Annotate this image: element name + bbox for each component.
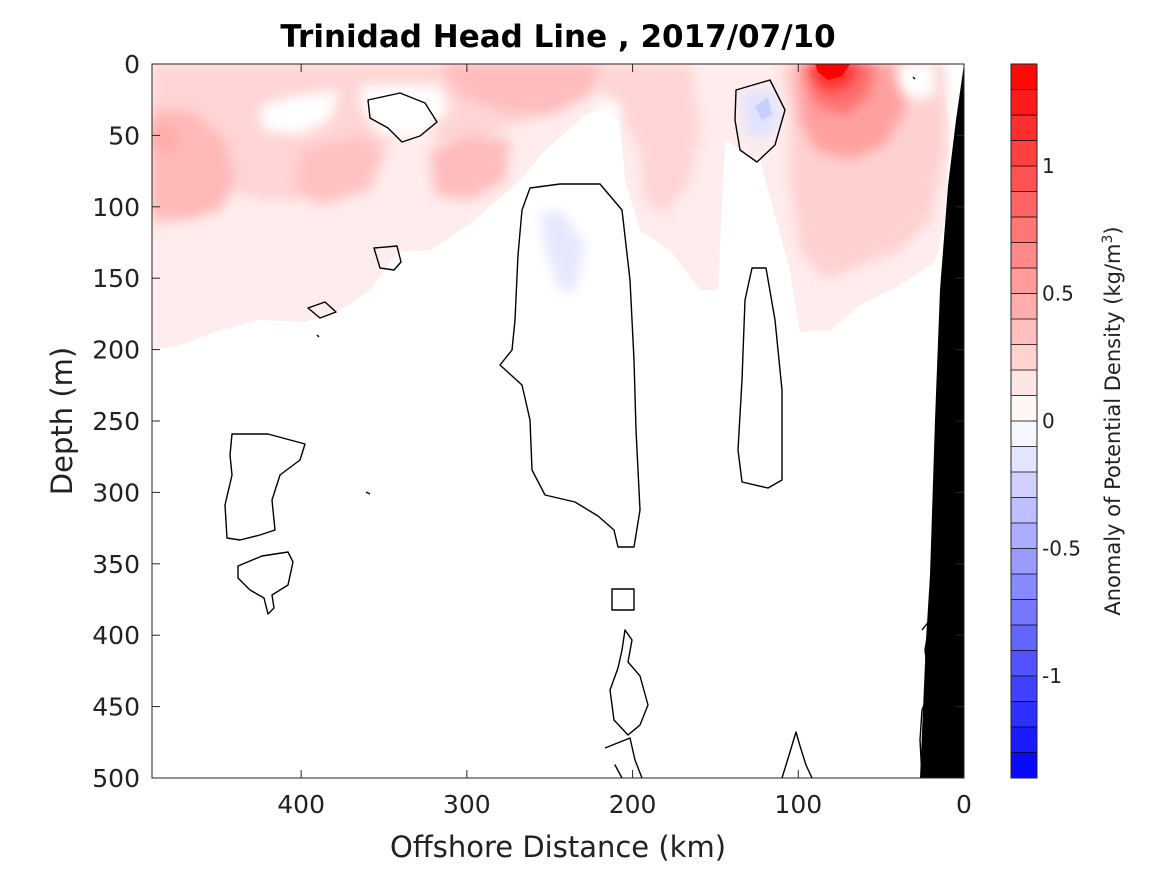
colorbar-level bbox=[1011, 293, 1037, 320]
x-axis-label: Offshore Distance (km) bbox=[390, 830, 726, 864]
contour-line bbox=[734, 79, 786, 163]
colorbar-tick-label: -1 bbox=[1042, 664, 1062, 688]
y-axis-label: Depth (m) bbox=[45, 347, 79, 495]
negative-anomaly-245km bbox=[540, 210, 585, 292]
contour-line bbox=[499, 183, 641, 548]
colorbar-level bbox=[1011, 268, 1037, 294]
y-tick-label: 150 bbox=[92, 264, 140, 293]
colorbar-level bbox=[1011, 497, 1037, 524]
contour-line bbox=[737, 267, 783, 489]
y-tick-label: 500 bbox=[92, 764, 140, 793]
x-tick-label: 200 bbox=[609, 790, 657, 819]
colorbar-level bbox=[1011, 64, 1037, 90]
bathymetry-mask bbox=[920, 64, 964, 778]
colorbar: -1 -0.5 0 0.5 1 bbox=[1010, 63, 1081, 779]
x-tick-label: 0 bbox=[956, 790, 972, 819]
y-tick-label: 100 bbox=[92, 193, 140, 222]
colorbar-level bbox=[1011, 727, 1037, 753]
colorbar-level bbox=[1011, 574, 1037, 600]
colorbar-tick-label: -0.5 bbox=[1042, 537, 1081, 561]
y-tick-label: 0 bbox=[124, 50, 140, 79]
contour-line bbox=[307, 301, 337, 319]
colorbar-level bbox=[1011, 242, 1037, 269]
y-tick-label: 200 bbox=[92, 336, 140, 365]
neutral-hole-west bbox=[260, 90, 340, 135]
anomaly-fill bbox=[152, 64, 950, 350]
contour-line bbox=[316, 334, 320, 338]
x-tick-label: 100 bbox=[774, 790, 822, 819]
contour-line bbox=[912, 76, 916, 80]
neutral-hole-center bbox=[595, 100, 620, 135]
contour-line bbox=[365, 491, 371, 495]
colorbar-level bbox=[1011, 599, 1037, 626]
colorbar-tick-label: 0 bbox=[1042, 409, 1055, 433]
colorbar-level bbox=[1011, 472, 1037, 498]
y-tick-label: 50 bbox=[108, 121, 140, 150]
colorbar-label: Anomaly of Potential Density (kg/m3) bbox=[1100, 226, 1125, 615]
colorbar-level bbox=[1011, 166, 1037, 192]
colorbar-level bbox=[1011, 191, 1037, 218]
y-tick-label: 250 bbox=[92, 407, 140, 436]
positive-anomaly-patch-200km bbox=[430, 135, 510, 200]
colorbar-level bbox=[1011, 89, 1037, 116]
y-tick-label: 450 bbox=[92, 693, 140, 722]
colorbar-level bbox=[1011, 140, 1037, 167]
colorbar-level bbox=[1011, 319, 1037, 345]
contour-line bbox=[237, 551, 294, 615]
positive-anomaly-patch-top bbox=[440, 64, 600, 115]
colorbar-level bbox=[1011, 701, 1037, 728]
contour-line bbox=[367, 92, 438, 143]
x-axis: 400 300 200 100 0 bbox=[277, 64, 972, 819]
colorbar-level bbox=[1011, 421, 1037, 447]
contour-line bbox=[604, 737, 643, 778]
colorbar-level bbox=[1011, 217, 1037, 243]
contour-line bbox=[373, 245, 402, 271]
colorbar-level bbox=[1011, 625, 1037, 651]
negative-anomaly-120km-core bbox=[755, 98, 772, 120]
positive-anomaly-core-east-d bbox=[815, 64, 850, 80]
y-tick-label: 350 bbox=[92, 550, 140, 579]
contour-line bbox=[611, 588, 635, 611]
y-tick-label: 300 bbox=[92, 478, 140, 507]
chart-title: Trinidad Head Line , 2017/07/10 bbox=[280, 19, 835, 55]
colorbar-level bbox=[1011, 370, 1037, 396]
contour-line bbox=[224, 433, 306, 541]
colorbar-level bbox=[1011, 650, 1037, 677]
positive-anomaly-west-edge bbox=[152, 125, 180, 152]
x-tick-label: 400 bbox=[277, 790, 325, 819]
colorbar-level bbox=[1011, 115, 1037, 141]
colorbar-level bbox=[1011, 523, 1037, 549]
positive-anomaly-patch-central bbox=[295, 135, 385, 205]
plot-area bbox=[152, 64, 964, 778]
colorbar-tick-label: 0.5 bbox=[1042, 282, 1074, 306]
contour-line bbox=[781, 731, 813, 778]
colorbar-level bbox=[1011, 344, 1037, 371]
y-axis: 0 50 100 150 200 250 300 350 400 450 500 bbox=[92, 50, 964, 793]
colorbar-level bbox=[1011, 395, 1037, 422]
x-tick-label: 300 bbox=[443, 790, 491, 819]
contour-line bbox=[609, 629, 649, 736]
colorbar-level bbox=[1011, 446, 1037, 473]
colorbar-level bbox=[1011, 676, 1037, 702]
colorbar-level bbox=[1011, 548, 1037, 575]
neutral-hole-east bbox=[895, 64, 935, 100]
y-tick-label: 400 bbox=[92, 621, 140, 650]
colorbar-tick-label: 1 bbox=[1042, 154, 1055, 178]
colorbar-level bbox=[1011, 752, 1037, 779]
